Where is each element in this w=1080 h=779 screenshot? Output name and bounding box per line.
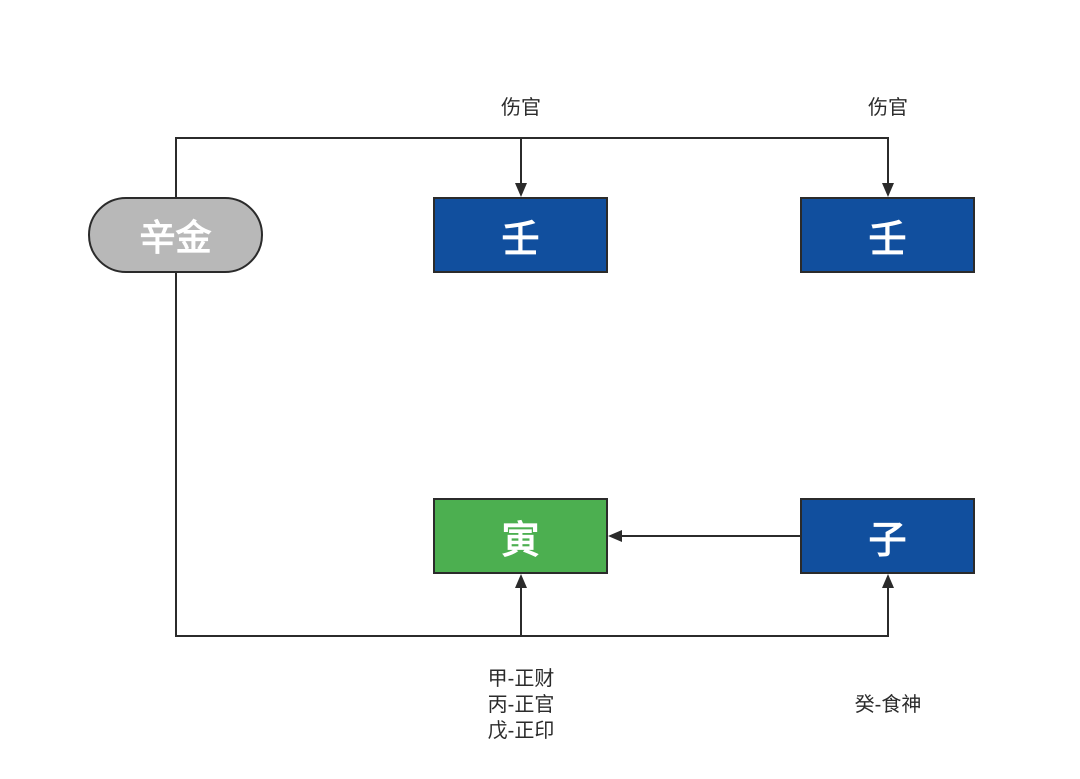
node-yin-text: 寅 bbox=[501, 509, 539, 564]
node-zi-text: 子 bbox=[868, 509, 906, 564]
node-ren1: 壬 bbox=[433, 197, 608, 273]
node-ren1-text: 壬 bbox=[501, 208, 539, 263]
label-top1: 伤官 bbox=[501, 95, 541, 121]
node-zi: 子 bbox=[800, 498, 975, 574]
label-bottom-zi: 癸-食神 bbox=[855, 692, 922, 718]
label-bottom-yin: 甲-正财 丙-正官 戊-正印 bbox=[488, 666, 555, 744]
node-xinjin: 辛金 bbox=[88, 197, 263, 273]
node-xinjin-text: 辛金 bbox=[139, 209, 211, 261]
node-ren2-text: 壬 bbox=[868, 208, 906, 263]
label-top2: 伤官 bbox=[868, 95, 908, 121]
node-yin: 寅 bbox=[433, 498, 608, 574]
node-ren2: 壬 bbox=[800, 197, 975, 273]
